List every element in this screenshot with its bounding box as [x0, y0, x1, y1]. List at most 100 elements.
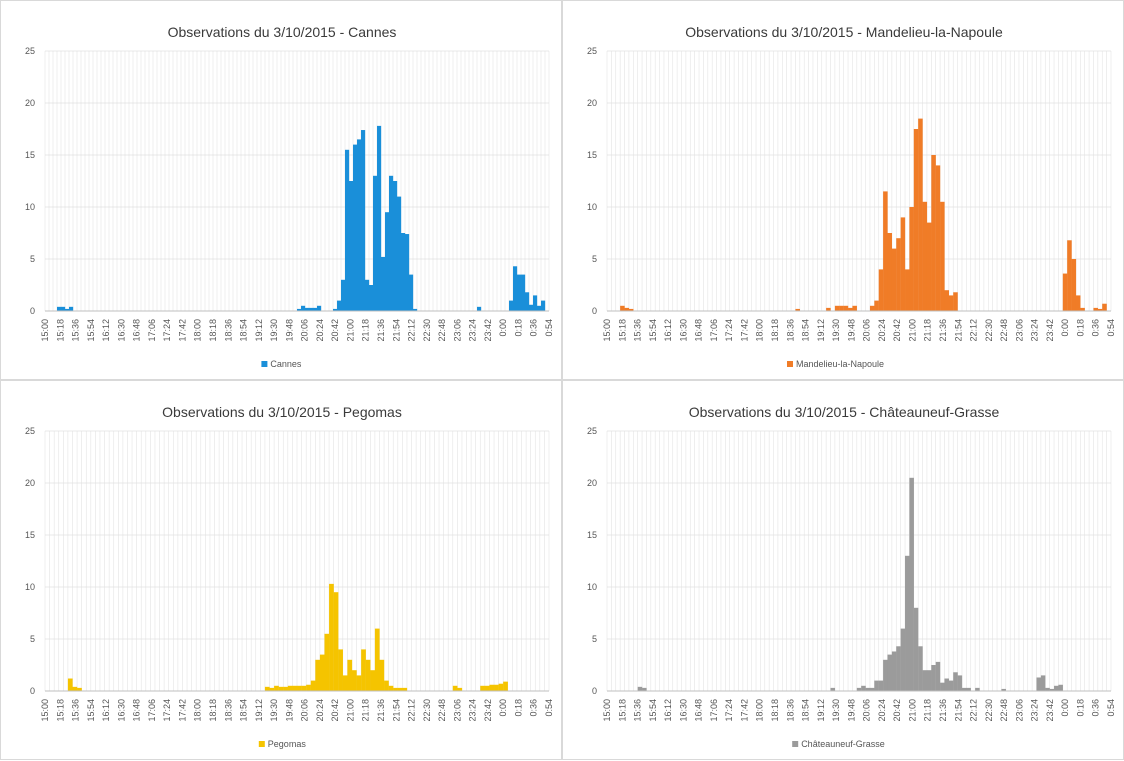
bar: [264, 686, 270, 691]
bar: [317, 305, 322, 311]
y-tick-label: 25: [587, 46, 597, 56]
y-tick-label: 25: [25, 426, 35, 436]
bar: [1093, 307, 1099, 311]
chart-svg-cannes: Observations du 3/10/2015 - Cannes 0 5 10 15…: [25, 24, 554, 369]
bar: [896, 646, 901, 691]
x-tick-label: 0:36: [529, 319, 539, 337]
x-tick-label: 19:12: [816, 699, 826, 722]
bar: [905, 555, 910, 691]
x-tick-label: 17:06: [147, 699, 157, 722]
x-tick-label: 22:12: [969, 319, 979, 342]
y-tick-label: 5: [592, 254, 597, 264]
bars: [67, 583, 508, 691]
y-tick-label: 20: [25, 98, 35, 108]
bar: [365, 279, 370, 311]
y-tick-label: 0: [30, 686, 35, 696]
x-tick-label: 22:12: [969, 699, 979, 722]
x-tick-label: 16:12: [663, 319, 673, 342]
x-tick-label: 21:54: [953, 319, 963, 342]
x-tick-label: 22:48: [437, 319, 447, 342]
bar: [297, 685, 302, 691]
bar: [918, 646, 923, 691]
bar: [883, 659, 888, 691]
legend-swatch: [787, 361, 793, 367]
bar: [388, 685, 394, 691]
x-tick-label: 16:12: [101, 319, 111, 342]
bar: [1075, 295, 1081, 311]
bar: [381, 256, 386, 311]
bar: [944, 678, 949, 691]
bar: [856, 687, 862, 691]
bar: [931, 155, 936, 311]
bar: [494, 684, 499, 691]
vertical-grid: [44, 431, 550, 691]
x-tick-label: 15:00: [40, 319, 50, 342]
bar: [513, 266, 518, 311]
x-tick-label: 19:12: [254, 699, 264, 722]
x-tick-label: 18:36: [785, 319, 795, 342]
bar: [913, 607, 919, 691]
bar: [966, 687, 971, 691]
x-tick-label: 19:48: [284, 319, 294, 342]
x-tick-label: 20:06: [300, 699, 310, 722]
bar: [922, 670, 928, 691]
x-tick-label: 19:30: [269, 699, 279, 722]
legend-swatch: [261, 361, 268, 367]
bar: [365, 659, 371, 691]
x-tick-label: 20:24: [315, 699, 325, 722]
x-tick-label: 23:42: [1045, 319, 1055, 342]
bar: [333, 308, 338, 311]
bar: [347, 659, 353, 691]
bar: [342, 675, 348, 691]
bar: [944, 290, 949, 311]
bar: [309, 307, 314, 311]
x-tick-label: 0:36: [1091, 699, 1101, 717]
legend: Mandelieu-la-Napoule: [787, 359, 884, 369]
legend-label: Mandelieu-la-Napoule: [796, 359, 884, 369]
x-tick-label: 0:18: [1075, 319, 1085, 337]
bar: [484, 685, 490, 691]
y-tick-label: 0: [592, 306, 597, 316]
x-tick-label: 0:18: [1075, 699, 1085, 717]
chart-title: Observations du 3/10/2015 - Pegomas: [162, 404, 402, 420]
x-tick-label: 15:54: [648, 319, 658, 342]
chart-panel-pegomas: Observations du 3/10/2015 - Pegomas 0 5 10 1…: [0, 380, 562, 760]
bar: [489, 684, 495, 691]
chart-panel-chateauneuf: Observations du 3/10/2015 - Châteauneuf-…: [562, 380, 1124, 760]
bar: [509, 300, 514, 311]
x-tick-label: 17:24: [162, 699, 172, 722]
x-tick-label: 20:06: [862, 699, 872, 722]
vertical-grid: [44, 51, 550, 311]
y-tick-label: 5: [592, 634, 597, 644]
x-axis: 15:00 15:18 15:36 15:54 16:12 16:30 16:48 17:06…: [40, 699, 554, 722]
bar: [72, 686, 78, 691]
x-tick-label: 20:06: [300, 319, 310, 342]
bar: [975, 687, 980, 691]
bar: [278, 686, 284, 691]
bar: [292, 685, 298, 691]
bar: [452, 685, 458, 691]
x-tick-label: 15:54: [86, 319, 96, 342]
bar: [1054, 685, 1059, 691]
bar: [1058, 684, 1063, 691]
x-tick-label: 23:42: [483, 319, 493, 342]
y-tick-label: 15: [25, 150, 35, 160]
chart-panel-mandelieu: Observations du 3/10/2015 - Mandelieu-la…: [562, 0, 1124, 380]
x-tick-label: 16:12: [101, 699, 111, 722]
y-tick-label: 20: [587, 478, 597, 488]
y-tick-label: 10: [25, 202, 35, 212]
bar: [541, 300, 546, 311]
x-tick-label: 19:12: [816, 319, 826, 342]
x-tick-label: 16:30: [116, 699, 126, 722]
bar: [891, 651, 897, 691]
bar: [337, 300, 342, 311]
y-tick-label: 20: [587, 98, 597, 108]
x-tick-label: 20:24: [877, 699, 887, 722]
bar: [269, 687, 275, 691]
bar: [356, 675, 362, 691]
y-tick-label: 15: [587, 150, 597, 160]
bar: [865, 687, 871, 691]
legend-swatch: [258, 741, 265, 747]
bar: [77, 687, 82, 691]
chart-title: Observations du 3/10/2015 - Châteauneuf-…: [689, 404, 1000, 420]
